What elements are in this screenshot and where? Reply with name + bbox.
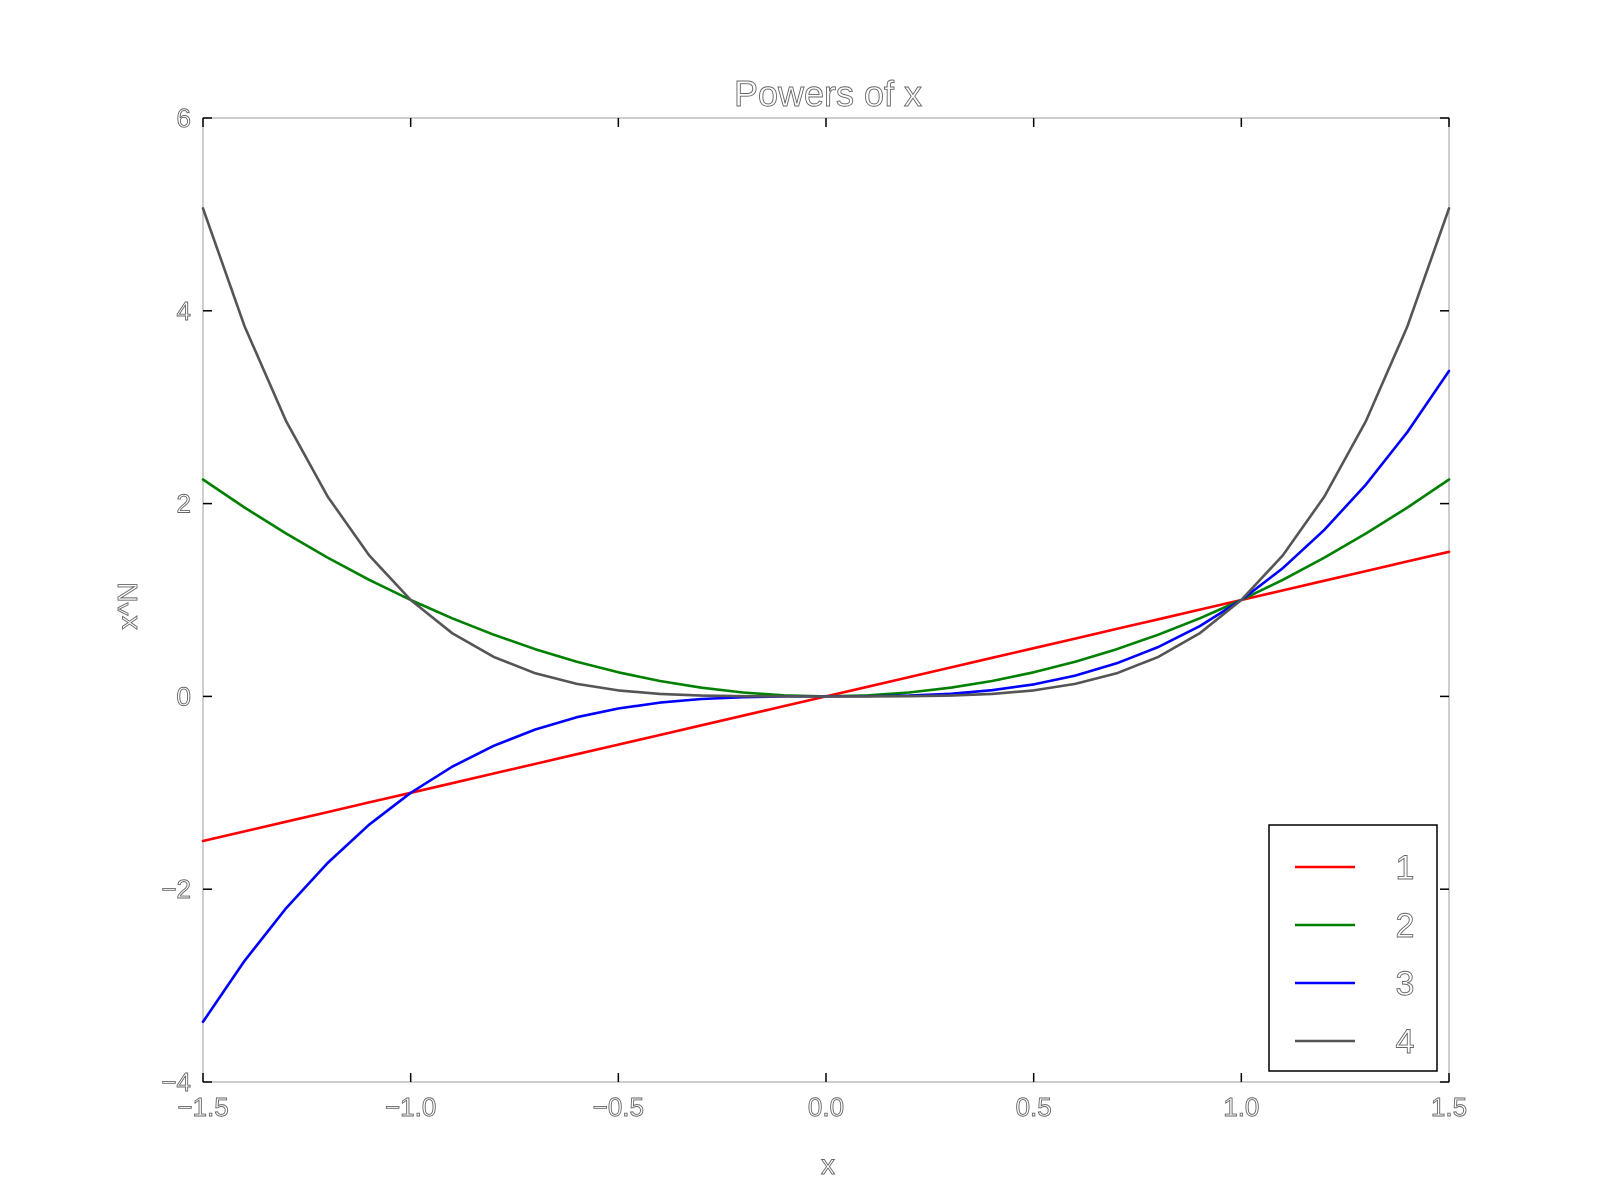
- x-tick-label: −0.5: [593, 1092, 644, 1122]
- y-tick-label: −2: [161, 874, 191, 904]
- chart-title: Powers of x: [734, 73, 922, 114]
- y-tick-label: 0: [177, 681, 191, 711]
- legend-label-4: 4: [1396, 1023, 1415, 1061]
- tick-labels: −1.5 −1.0 −0.5 0.0 0.5 1.0 1.5 −4 −2 0 2 4 6: [161, 103, 1468, 1123]
- series-line-2: [201, 478, 1451, 698]
- y-tick-label: 6: [177, 103, 191, 133]
- x-tick-label: 0.5: [1016, 1092, 1052, 1122]
- x-axis-label: x: [821, 1149, 835, 1180]
- y-axis-label: x^N: [112, 582, 143, 629]
- y-tick-label: 2: [177, 489, 191, 519]
- x-tick-label: 1.0: [1223, 1092, 1259, 1122]
- y-tick-label: −4: [161, 1067, 191, 1097]
- legend-label-1: 1: [1396, 849, 1415, 887]
- legend-label-2: 2: [1396, 907, 1415, 945]
- series-line-4: [201, 207, 1451, 698]
- legend: 1 2 3 4: [1268, 824, 1438, 1072]
- x-tick-label: 0.0: [808, 1092, 844, 1122]
- x-tick-label: −1.5: [177, 1092, 228, 1122]
- plot-frame: [202, 117, 1450, 1083]
- axis-ticks: [202, 117, 1450, 1083]
- legend-label-3: 3: [1396, 965, 1415, 1003]
- x-tick-label: −1.0: [385, 1092, 436, 1122]
- series-layer: [201, 207, 1451, 1024]
- x-tick-label: 1.5: [1431, 1092, 1467, 1122]
- y-tick-label: 4: [177, 296, 191, 326]
